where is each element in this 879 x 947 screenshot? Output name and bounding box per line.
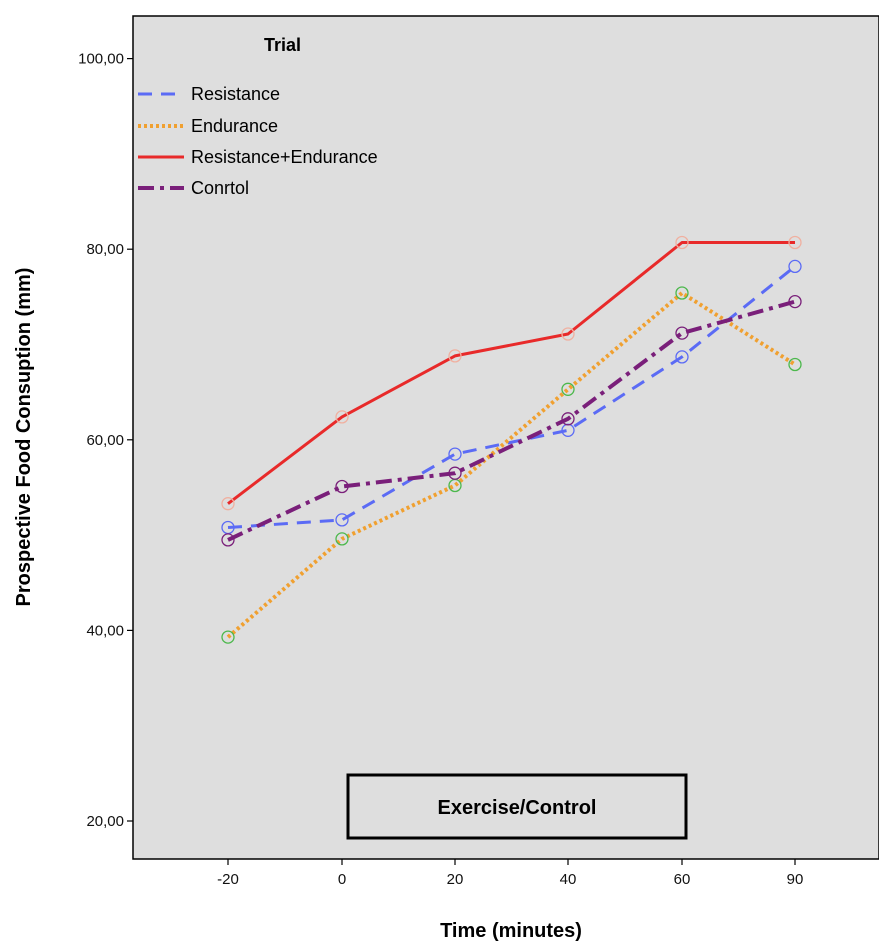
data-point: [221, 533, 235, 547]
data-point: [675, 286, 689, 300]
data-point: [788, 357, 802, 372]
legend-title: Trial: [264, 35, 301, 55]
series-line-0: [227, 265, 796, 529]
data-point: [561, 412, 575, 426]
legend-label: Endurance: [191, 116, 278, 136]
y-tick-label: 60,00: [86, 432, 124, 449]
data-point: [788, 235, 802, 250]
y-tick-label: 40,00: [86, 622, 124, 639]
series-line-3: [227, 299, 796, 542]
annotation-frame: [346, 773, 688, 840]
data-point: [675, 350, 689, 364]
data-point: [335, 410, 349, 424]
data-point: [448, 349, 462, 363]
series-line-2: [227, 241, 795, 505]
data-point: [221, 630, 235, 644]
data-point: [448, 447, 462, 461]
legend-label: Resistance: [191, 84, 280, 104]
x-axis: -20 0 20 40 60 90: [217, 859, 803, 888]
legend-label: Conrtol: [191, 178, 249, 198]
data-point: [335, 479, 349, 494]
y-tick-label: 100,00: [78, 51, 124, 68]
series-layer: [226, 241, 797, 639]
data-point: [335, 513, 349, 527]
legend: Trial Resistance Endurance Resistance+Endu…: [138, 35, 378, 198]
legend-label: Resistance+Endurance: [191, 147, 378, 167]
y-tick-label: 20,00: [86, 813, 124, 830]
data-point: [788, 259, 802, 274]
data-point: [561, 327, 575, 341]
marker-layer: [221, 235, 802, 644]
x-tick-label: 40: [560, 871, 577, 888]
annotation-label: Exercise/Control: [438, 797, 597, 819]
y-axis: 20,00 40,00 60,00 80,00 100,00: [78, 51, 133, 830]
data-point: [561, 382, 575, 396]
annotation-box: Exercise/Control: [346, 773, 688, 840]
data-point: [221, 497, 235, 511]
data-point: [675, 235, 689, 250]
plot-area: [132, 15, 879, 860]
y-tick-label: 80,00: [86, 241, 124, 258]
x-tick-label: 60: [674, 871, 691, 888]
data-point: [675, 326, 689, 340]
x-tick-label: 0: [338, 871, 346, 888]
data-point: [448, 466, 462, 480]
data-point: [335, 532, 349, 546]
x-tick-label: 20: [447, 871, 464, 888]
data-point: [788, 294, 802, 309]
x-tick-label: -20: [217, 871, 239, 888]
series-line-1: [226, 291, 797, 639]
x-axis-title: Time (minutes): [440, 920, 582, 942]
y-axis-title: Prospective Food Consuption (mm): [13, 268, 35, 607]
x-tick-label: 90: [787, 871, 804, 888]
